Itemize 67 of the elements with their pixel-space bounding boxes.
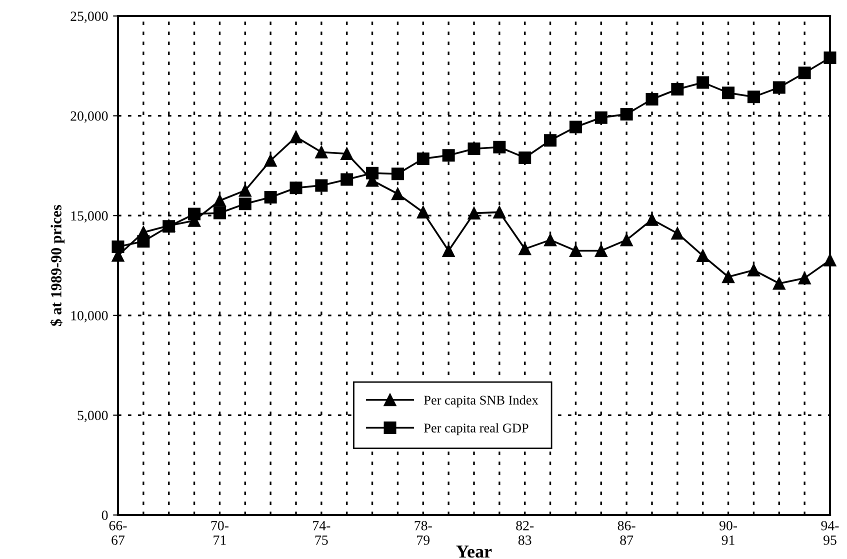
y-axis-title: $ at 1989-90 prices [50, 204, 65, 326]
point [391, 168, 404, 180]
point [340, 173, 354, 186]
point [646, 213, 658, 226]
y-tick-label: 5,000 [78, 410, 108, 422]
point [315, 179, 328, 192]
y-tick-label: 20,000 [70, 111, 108, 123]
y-tick-label: 15,000 [71, 211, 108, 223]
point [468, 142, 480, 155]
point [366, 166, 379, 180]
point [620, 234, 633, 246]
point [798, 66, 811, 80]
point [238, 198, 252, 210]
point [772, 81, 786, 94]
point [722, 270, 735, 284]
point [238, 184, 252, 197]
y-tick-label: 10,000 [71, 310, 108, 322]
x-tick-label: 78- 79 [414, 520, 432, 545]
point [264, 190, 277, 204]
point [696, 249, 710, 262]
legend-label: Per capita real GDP [424, 423, 528, 436]
point [340, 147, 354, 160]
point [493, 140, 506, 154]
point [772, 277, 786, 290]
point [646, 92, 658, 106]
point [671, 227, 684, 240]
x-axis-title: Year [456, 546, 492, 558]
point [747, 90, 760, 104]
point [468, 206, 480, 220]
point [416, 206, 430, 218]
point [722, 86, 735, 100]
point [544, 134, 557, 147]
x-tick-label: 74- 75 [313, 521, 330, 545]
point [137, 235, 150, 248]
point [594, 244, 608, 257]
point [747, 264, 760, 276]
point [442, 244, 455, 257]
point [416, 152, 430, 165]
x-tick-label: 66- 67 [109, 520, 127, 545]
point [518, 242, 532, 256]
x-tick-label: 82- 83 [516, 520, 534, 545]
x-tick-label: 90- 91 [719, 520, 738, 545]
point [290, 130, 302, 144]
y-tick-label: 0 [102, 510, 108, 520]
point [315, 146, 328, 158]
point [391, 188, 404, 200]
point [544, 234, 557, 246]
point [671, 83, 684, 96]
point [290, 182, 302, 194]
point [696, 76, 710, 89]
point [213, 194, 226, 207]
point [188, 208, 201, 220]
x-tick-label: 70- 71 [211, 520, 228, 545]
x-tick-label: 94- 95 [821, 520, 839, 545]
legend-label: Per capita SNB Index [424, 395, 538, 408]
point [569, 244, 582, 257]
point [493, 206, 506, 218]
point [442, 149, 455, 162]
point [798, 272, 811, 284]
point [264, 154, 277, 167]
x-tick-label: 86- 87 [618, 520, 636, 545]
point [620, 108, 633, 120]
point [569, 120, 582, 134]
y-tick-label: 25,000 [70, 12, 108, 23]
point [213, 206, 226, 220]
point [518, 151, 532, 164]
point [594, 111, 608, 124]
